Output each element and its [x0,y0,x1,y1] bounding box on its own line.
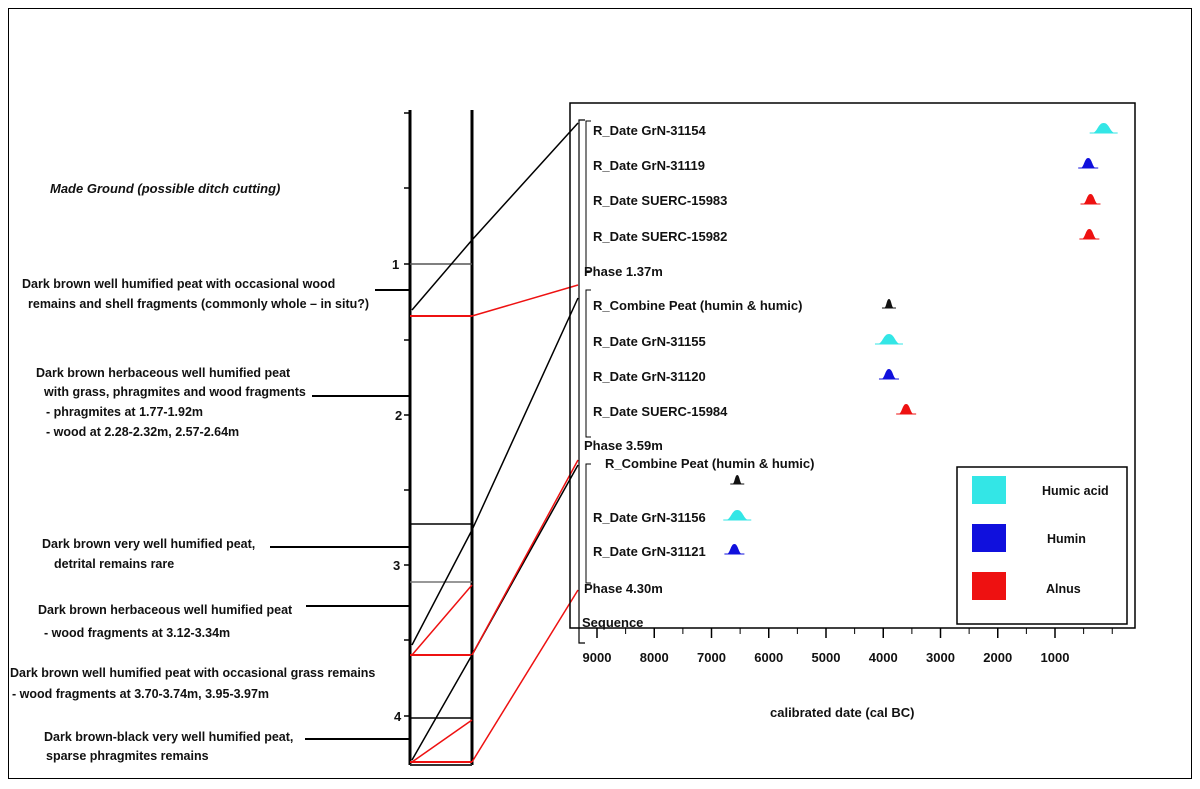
x-axis: 9000 8000 7000 6000 5000 4000 3000 2000 1000 [583,628,1113,665]
phase-label: Phase 3.59m [584,438,663,453]
connector-red [471,459,579,656]
sample-link-diagonal-red [411,719,473,763]
probability-distribution-humin [1080,158,1097,168]
x-axis-tick-label: 6000 [754,650,783,665]
description-d3-line2: detrital remains rare [54,557,174,571]
description-column: Made Ground (possible ditch cutting) Dar… [10,181,410,763]
description-d4-line1: Dark brown herbaceous well humified peat [38,603,293,617]
probability-distribution-humic [1091,123,1116,133]
core-to-chart-connectors [471,122,579,763]
legend-label-humin: Humin [1047,532,1086,546]
figure-border [8,8,1192,779]
made-ground-label: Made Ground (possible ditch cutting) [50,181,280,196]
depth-label-2: 2 [395,408,402,423]
connector-red [471,589,579,763]
entry-label: R_Date GrN-31121 [593,544,706,559]
entry-label: R_Combine Peat (humin & humic) [605,456,814,471]
connector-black [471,297,579,531]
entry-label: R_Date SUERC-15983 [593,193,727,208]
legend: Humic acid Humin Alnus [956,466,1128,625]
x-axis-tick-label: 7000 [697,650,726,665]
probability-distribution-combine [732,475,743,484]
sample-link-diagonal [411,529,473,646]
sample-link-diagonal [411,654,473,761]
phase-label: Phase 1.37m [584,264,663,279]
legend-swatch-humin [972,524,1006,552]
legend-swatch-humic [972,476,1006,504]
phase-bracket-2 [585,289,591,438]
probability-distribution-alnus [1082,194,1099,204]
depth-label-3: 3 [393,558,400,573]
x-axis-tick-label: 1000 [1041,650,1070,665]
description-d3-line1: Dark brown very well humified peat, [42,537,255,551]
probability-distribution-humin [726,544,743,554]
sequence-bracket [578,119,585,644]
chart-frame [569,102,1136,629]
phase-bracket-3 [585,463,591,584]
oxcal-chart: R_Date GrN-31154 R_Date GrN-31119 R_Date… [569,102,1136,720]
entry-label: R_Date GrN-31156 [593,510,706,525]
x-axis-tick-label: 3000 [926,650,955,665]
phase-bracket-1 [585,120,591,272]
description-d6-line1: Dark brown-black very well humified peat… [44,730,293,744]
description-d1-line2: remains and shell fragments (commonly wh… [28,297,369,311]
x-axis-title: calibrated date (cal BC) [770,705,915,720]
description-d2-line2: with grass, phragmites and wood fragment… [43,385,306,399]
description-d5-line2: - wood fragments at 3.70-3.74m, 3.95-3.9… [12,687,269,701]
entry-label: R_Date GrN-31154 [593,123,706,138]
x-axis-tick-label: 8000 [640,650,669,665]
probability-distribution-humin [880,369,897,379]
entry-label: R_Date SUERC-15984 [593,404,728,419]
probability-distribution-alnus [898,404,915,414]
legend-swatch-alnus [972,572,1006,600]
phase-label: Phase 4.30m [584,581,663,596]
probability-distribution-humic [876,334,901,344]
connector-red [471,284,579,317]
connector-black [471,122,579,241]
x-axis-tick-label: 9000 [583,650,612,665]
core-column: 1 2 3 4 [392,110,474,766]
description-d2-line1: Dark brown herbaceous well humified peat [36,366,291,380]
description-d2-line3: - phragmites at 1.77-1.92m [46,405,203,419]
entry-label: R_Combine Peat (humin & humic) [593,298,802,313]
x-axis-tick-label: 2000 [983,650,1012,665]
legend-label-alnus: Alnus [1046,582,1081,596]
sample-link-diagonal [411,239,473,311]
description-d2-line4: - wood at 2.28-2.32m, 2.57-2.64m [46,425,239,439]
probability-distribution-alnus [1081,229,1098,239]
depth-label-1: 1 [392,257,399,272]
depth-label-4: 4 [394,709,402,724]
description-d4-line2: - wood fragments at 3.12-3.34m [44,626,230,640]
description-d6-line2: sparse phragmites remains [46,749,209,763]
legend-label-humic: Humic acid [1042,484,1109,498]
probability-distributions [723,123,1118,555]
x-axis-tick-label: 5000 [812,650,841,665]
probability-distribution-humic [725,510,750,520]
entry-label: R_Date GrN-31119 [593,158,705,173]
probability-distribution-combine [883,299,894,308]
sequence-label: Sequence [582,615,643,630]
sample-link-diagonal-red [411,584,473,656]
entry-label: R_Date GrN-31120 [593,369,706,384]
entry-label: R_Date SUERC-15982 [593,229,727,244]
description-d5-line1: Dark brown well humified peat with occas… [10,666,375,680]
description-d1-line1: Dark brown well humified peat with occas… [22,277,335,291]
entry-label: R_Date GrN-31155 [593,334,706,349]
x-axis-tick-label: 4000 [869,650,898,665]
